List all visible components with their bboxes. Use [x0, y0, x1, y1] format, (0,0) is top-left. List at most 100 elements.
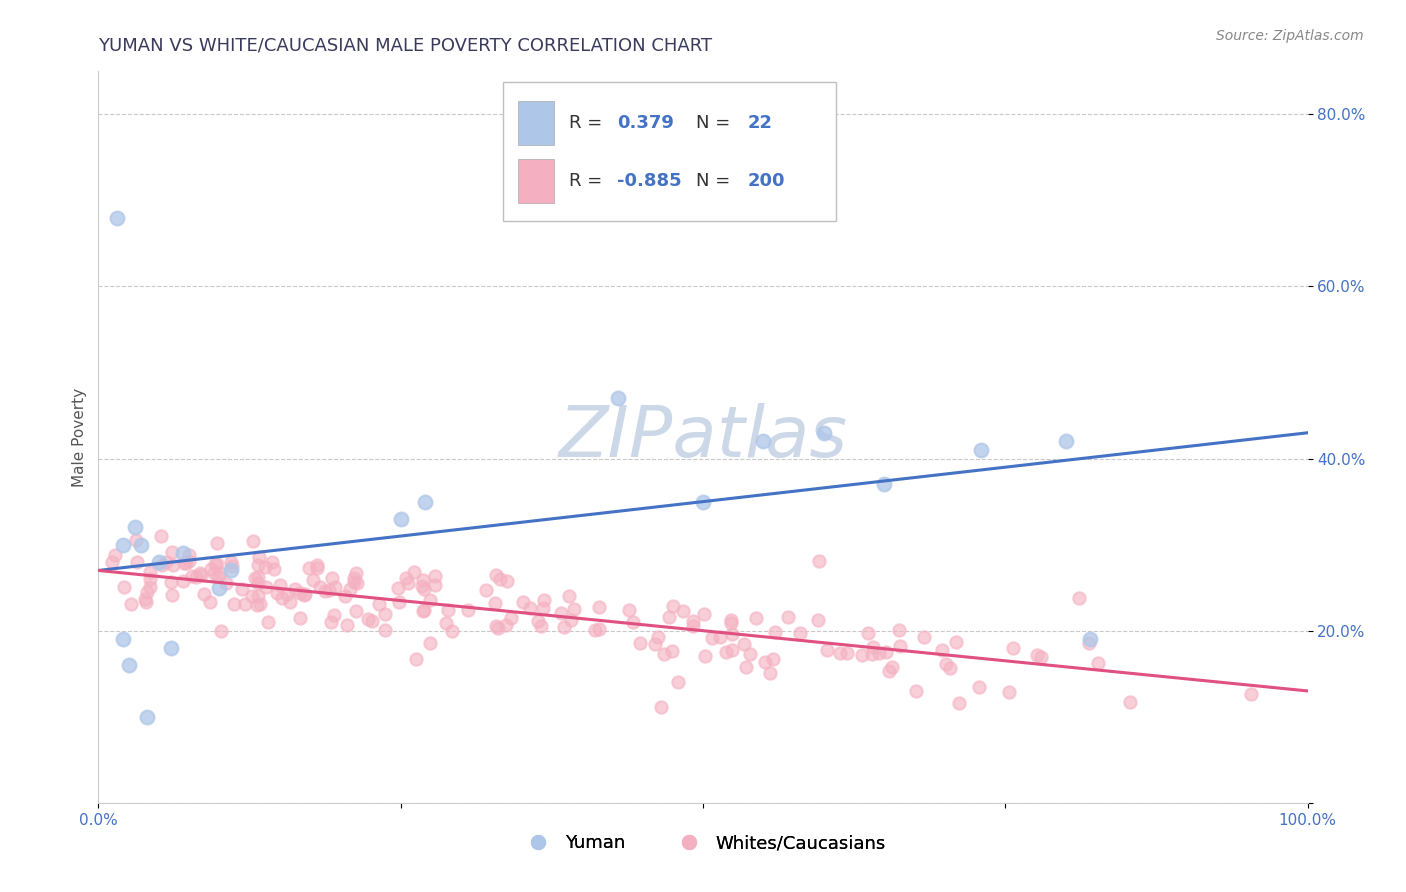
Point: [721, 643, 744, 657]
Point: [134, 591, 156, 606]
Point: [276, 587, 298, 601]
Point: [129, 538, 152, 552]
Point: [321, 571, 343, 585]
Point: [246, 590, 269, 604]
Point: [813, 425, 835, 440]
Text: -0.885: -0.885: [617, 172, 682, 190]
Point: [887, 624, 910, 638]
Point: [173, 556, 195, 570]
Point: [204, 557, 226, 571]
Point: [512, 595, 534, 609]
Point: [889, 639, 911, 653]
Point: [735, 660, 758, 674]
Point: [405, 652, 427, 666]
Point: [967, 680, 990, 694]
Point: [242, 534, 264, 549]
Point: [877, 665, 900, 679]
Point: [658, 609, 681, 624]
Point: [457, 602, 479, 616]
Point: [246, 598, 269, 612]
Point: [1119, 695, 1142, 709]
Point: [499, 611, 522, 625]
Point: [111, 538, 134, 552]
Point: [654, 648, 676, 662]
Point: [240, 589, 263, 603]
Point: [682, 614, 704, 628]
Point: [246, 558, 269, 572]
Point: [720, 613, 742, 627]
Point: [139, 580, 162, 594]
Point: [485, 568, 508, 582]
Point: [247, 569, 270, 583]
Point: [662, 599, 685, 614]
Point: [475, 582, 498, 597]
Point: [260, 556, 283, 570]
Point: [176, 556, 198, 570]
Point: [815, 643, 838, 657]
Text: 0.379: 0.379: [617, 113, 673, 131]
Point: [224, 597, 246, 611]
Point: [302, 573, 325, 587]
Point: [931, 643, 953, 657]
Point: [162, 558, 184, 572]
Point: [148, 555, 170, 569]
Point: [412, 603, 434, 617]
Point: [754, 656, 776, 670]
Point: [124, 520, 146, 534]
Point: [873, 477, 896, 491]
Point: [560, 614, 582, 628]
Point: [912, 630, 935, 644]
Point: [249, 598, 271, 612]
Point: [412, 582, 434, 596]
Point: [323, 581, 346, 595]
Point: [357, 612, 380, 626]
Point: [278, 595, 301, 609]
Point: [395, 571, 418, 585]
Point: [162, 545, 184, 559]
Point: [396, 576, 419, 591]
Point: [221, 559, 243, 574]
Point: [1078, 636, 1101, 650]
Point: [666, 675, 689, 690]
Point: [835, 646, 858, 660]
Point: [935, 657, 957, 671]
Point: [661, 644, 683, 658]
Point: [343, 571, 366, 585]
Point: [752, 434, 775, 449]
Point: [294, 587, 316, 601]
Point: [759, 665, 782, 680]
Point: [208, 566, 231, 581]
Point: [339, 582, 361, 596]
Point: [807, 554, 830, 568]
Point: [412, 604, 434, 618]
Point: [553, 620, 575, 634]
Point: [322, 608, 344, 623]
Point: [970, 442, 993, 457]
Point: [527, 615, 550, 629]
Point: [160, 574, 183, 589]
Point: [257, 615, 280, 629]
Text: R =: R =: [569, 113, 607, 131]
Point: [948, 696, 970, 710]
Point: [550, 606, 572, 620]
Point: [112, 580, 135, 594]
Point: [266, 586, 288, 600]
Point: [389, 512, 412, 526]
Point: [998, 685, 1021, 699]
Point: [617, 603, 640, 617]
Point: [139, 573, 162, 587]
Point: [205, 557, 228, 571]
Point: [321, 615, 343, 630]
Point: [200, 595, 222, 609]
Point: [344, 566, 367, 581]
Point: [851, 648, 873, 662]
Point: [205, 536, 228, 550]
Point: [160, 640, 183, 655]
Point: [650, 699, 672, 714]
FancyBboxPatch shape: [503, 82, 837, 221]
Point: [160, 588, 183, 602]
Point: [434, 615, 457, 630]
Point: [533, 592, 555, 607]
Point: [644, 637, 666, 651]
Point: [709, 630, 731, 644]
